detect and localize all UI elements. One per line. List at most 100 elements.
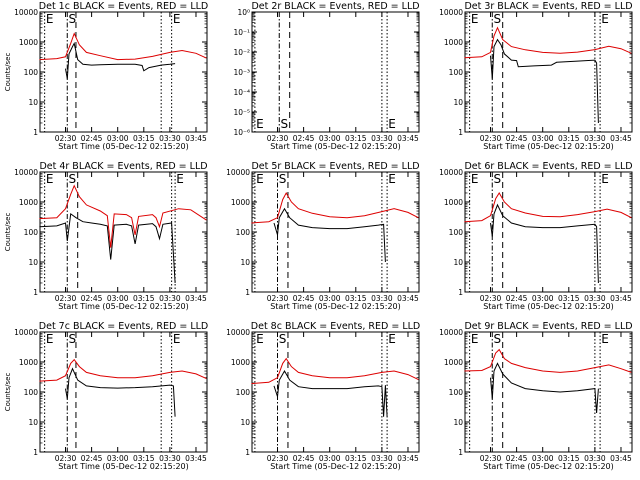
panel-5: Det 5r BLACK = Events, RED = LLD 1 10 100 10… [226, 161, 419, 311]
x-tick-label: 03:45 [610, 134, 632, 143]
time-marker-label: S [493, 172, 501, 186]
x-tick-label: 03:00 [319, 134, 341, 143]
x-tick-label: 02:30 [267, 454, 289, 463]
y-tick-label: 100 [24, 228, 39, 237]
y-axis-label: Counts/sec [4, 213, 12, 252]
panel-4: Det 4r BLACK = Events, RED = LLD 1 10 100 10… [4, 161, 208, 311]
x-tick-label: 02:30 [55, 294, 77, 303]
lld-rate-line [251, 191, 419, 224]
events-rate-line [490, 362, 599, 414]
panel-1: Det 1c BLACK = Events, RED = LLD 1 10 100 10… [4, 1, 208, 151]
time-marker-label: S [68, 172, 76, 186]
x-tick-label: 03:30 [371, 454, 393, 463]
x-tick-label: 03:15 [345, 454, 367, 463]
time-marker-label: E [388, 172, 396, 186]
events-rate-line [273, 369, 388, 417]
time-marker-label: E [601, 332, 609, 346]
panel-title: Det 7c BLACK = Events, RED = LLD [39, 321, 208, 332]
x-tick-label: 03:00 [107, 294, 129, 303]
y-tick-label: 1000 [19, 358, 38, 367]
plot-frame [464, 171, 633, 293]
y-axis-label: Counts/sec [4, 373, 12, 412]
x-tick-label: 03:30 [159, 134, 181, 143]
y-tick-label: 1000 [231, 358, 250, 367]
y-axis-label: Counts/sec [4, 53, 12, 92]
events-rate-line [490, 38, 599, 124]
panel-title: Det 8c BLACK = Events, RED = LLD [251, 321, 420, 332]
y-tick-label: 10000 [14, 328, 38, 337]
x-tick-label: 03:15 [558, 454, 580, 463]
x-tick-label: 02:45 [81, 134, 103, 143]
x-tick-label: 03:00 [107, 454, 129, 463]
y-tick-label: 1 [458, 448, 463, 457]
events-rate-line [65, 41, 176, 79]
events-rate-line [65, 367, 176, 417]
x-tick-label: 02:45 [293, 134, 315, 143]
panel-3: Det 3r BLACK = Events, RED = LLD 1 10 100 10… [439, 1, 632, 151]
lld-rate-line [251, 357, 419, 385]
time-marker-label: E [173, 12, 181, 26]
time-marker-label: E [176, 172, 184, 186]
panel-title: Det 2r BLACK = Events, RED = LLD [251, 1, 419, 12]
y-tick-label: 100 [236, 228, 251, 237]
panel-8: Det 8c BLACK = Events, RED = LLD 1 10 100 10… [226, 321, 420, 471]
time-marker-label: E [173, 332, 181, 346]
x-tick-label: 03:30 [584, 134, 606, 143]
y-tick-label: 1 [245, 448, 250, 457]
x-axis-label: Start Time (05-Dec-12 02:15:20) [58, 302, 189, 311]
y-tick-label: 10000 [439, 8, 463, 17]
x-tick-label: 03:30 [159, 294, 181, 303]
x-tick-label: 03:30 [584, 294, 606, 303]
y-tick-label: 10000 [226, 168, 250, 177]
x-tick-label: 02:30 [480, 454, 502, 463]
panel-title: Det 1c BLACK = Events, RED = LLD [39, 1, 208, 12]
x-tick-label: 03:45 [185, 134, 207, 143]
lld-rate-line [464, 348, 632, 373]
x-tick-label: 02:30 [55, 454, 77, 463]
time-marker-label: E [388, 117, 396, 131]
x-tick-label: 03:15 [345, 134, 367, 143]
plot-frame [39, 171, 208, 293]
x-tick-label: 02:45 [293, 454, 315, 463]
x-tick-label: 02:45 [81, 294, 103, 303]
x-tick-label: 02:30 [480, 134, 502, 143]
x-tick-label: 03:15 [558, 294, 580, 303]
time-marker-label: E [388, 332, 396, 346]
time-marker-label: E [601, 172, 609, 186]
panel-title: Det 5r BLACK = Events, RED = LLD [251, 161, 419, 172]
x-tick-label: 03:45 [610, 294, 632, 303]
y-tick-label: 100 [449, 388, 464, 397]
y-tick-label: 1 [458, 288, 463, 297]
y-tick-label: 10⁻³ [233, 68, 250, 77]
y-tick-label: 1 [33, 288, 38, 297]
time-marker-label: E [601, 12, 609, 26]
x-axis-label: Start Time (05-Dec-12 02:15:20) [58, 142, 189, 151]
y-tick-label: 10 [453, 98, 463, 107]
x-tick-label: 03:30 [584, 454, 606, 463]
x-tick-label: 03:15 [133, 134, 155, 143]
lld-rate-line [464, 192, 632, 223]
y-tick-label: 10 [453, 418, 463, 427]
x-tick-label: 03:15 [558, 134, 580, 143]
panel-title: Det 4r BLACK = Events, RED = LLD [39, 161, 207, 172]
lld-rate-line [39, 184, 207, 248]
y-tick-label: 1 [245, 288, 250, 297]
x-tick-label: 03:00 [319, 454, 341, 463]
x-tick-label: 03:15 [345, 294, 367, 303]
x-tick-label: 03:15 [133, 294, 155, 303]
panel-7: Det 7c BLACK = Events, RED = LLD 1 10 100 10… [4, 321, 208, 471]
y-tick-label: 1000 [19, 198, 38, 207]
y-tick-label: 1000 [444, 358, 463, 367]
y-tick-label: 10 [28, 418, 38, 427]
time-marker-label: E [471, 332, 479, 346]
x-tick-label: 03:00 [532, 134, 554, 143]
y-tick-label: 10⁻⁴ [233, 88, 250, 97]
panel-title: Det 3r BLACK = Events, RED = LLD [464, 1, 632, 12]
events-rate-line [273, 207, 386, 263]
time-marker-label: E [256, 117, 264, 131]
plot-frame [464, 11, 633, 133]
time-marker-label: S [279, 332, 287, 346]
time-marker-label: E [256, 332, 264, 346]
y-tick-label: 1 [458, 128, 463, 137]
